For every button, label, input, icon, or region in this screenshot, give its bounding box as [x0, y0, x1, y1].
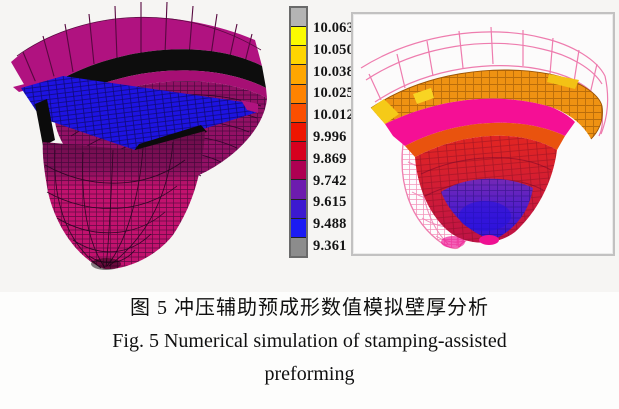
legend-value: 10.050: [313, 41, 355, 58]
legend-color-segment: [291, 8, 306, 27]
figure-area: 10.063 10.050 10.038 10.025 10.012 9.996…: [11, 1, 615, 270]
die-radius-black-band: [32, 49, 266, 114]
contour-bottom-tip: [479, 235, 499, 245]
contour-orange-flange-band: [370, 69, 603, 140]
left-simulation-mesh-image: [11, 1, 267, 270]
wireframe-die-flange: [360, 26, 609, 137]
legend-color-segment: [291, 102, 306, 122]
legend-color-segment: [291, 160, 306, 180]
lower-formed-bowl: [42, 131, 206, 270]
legend-value: 10.063: [313, 20, 355, 36]
legend-value: 10.025: [313, 85, 355, 102]
right-thickness-contour-image: [351, 12, 615, 256]
legend-color-segment: [291, 141, 306, 161]
legend-value: 9.488: [313, 216, 347, 233]
legend-color-segment: [291, 198, 306, 218]
legend-color-segment: [291, 26, 306, 46]
blank-blue-sheet: [13, 74, 258, 150]
figure-captions: 图 5 冲压辅助预成形数值模拟壁厚分析 Fig. 5 Numerical sim…: [0, 292, 619, 391]
legend-color-segment: [291, 179, 306, 199]
legend-value: 9.742: [313, 172, 347, 189]
legend-color-segment: [291, 236, 306, 257]
legend-color-segment: [291, 83, 306, 103]
legend-color-bar: [289, 6, 308, 258]
thickness-contour-svg: [360, 26, 609, 250]
under-blank-shadow: [133, 125, 207, 152]
contour-orange-red-strip: [405, 122, 565, 157]
legend-color-segment: [291, 64, 306, 84]
legend-value: 9.615: [313, 194, 347, 211]
caption-chinese: 图 5 冲压辅助预成形数值模拟壁厚分析: [130, 297, 489, 319]
legend-value: 10.038: [313, 63, 355, 80]
legend-value: 9.869: [313, 150, 347, 167]
legend-value: 10.012: [313, 107, 355, 124]
contour-purple-blue-region: [441, 178, 533, 240]
legend-color-segment: [291, 45, 306, 65]
left-black-sliver: [35, 99, 55, 146]
legend-value-labels: 10.063 10.050 10.038 10.025 10.012 9.996…: [313, 6, 354, 258]
legend-color-segment: [291, 121, 306, 142]
legend-value: 9.361: [313, 237, 347, 254]
legend-color-segment: [291, 217, 306, 237]
thickness-color-legend: 10.063 10.050 10.038 10.025 10.012 9.996…: [289, 6, 354, 258]
contour-hot-pink-band: [385, 98, 575, 146]
caption-english-line1: Fig. 5 Numerical simulation of stamping-…: [112, 330, 507, 352]
legend-value: 9.996: [313, 128, 347, 145]
caption-english-line2: preforming: [264, 363, 355, 385]
